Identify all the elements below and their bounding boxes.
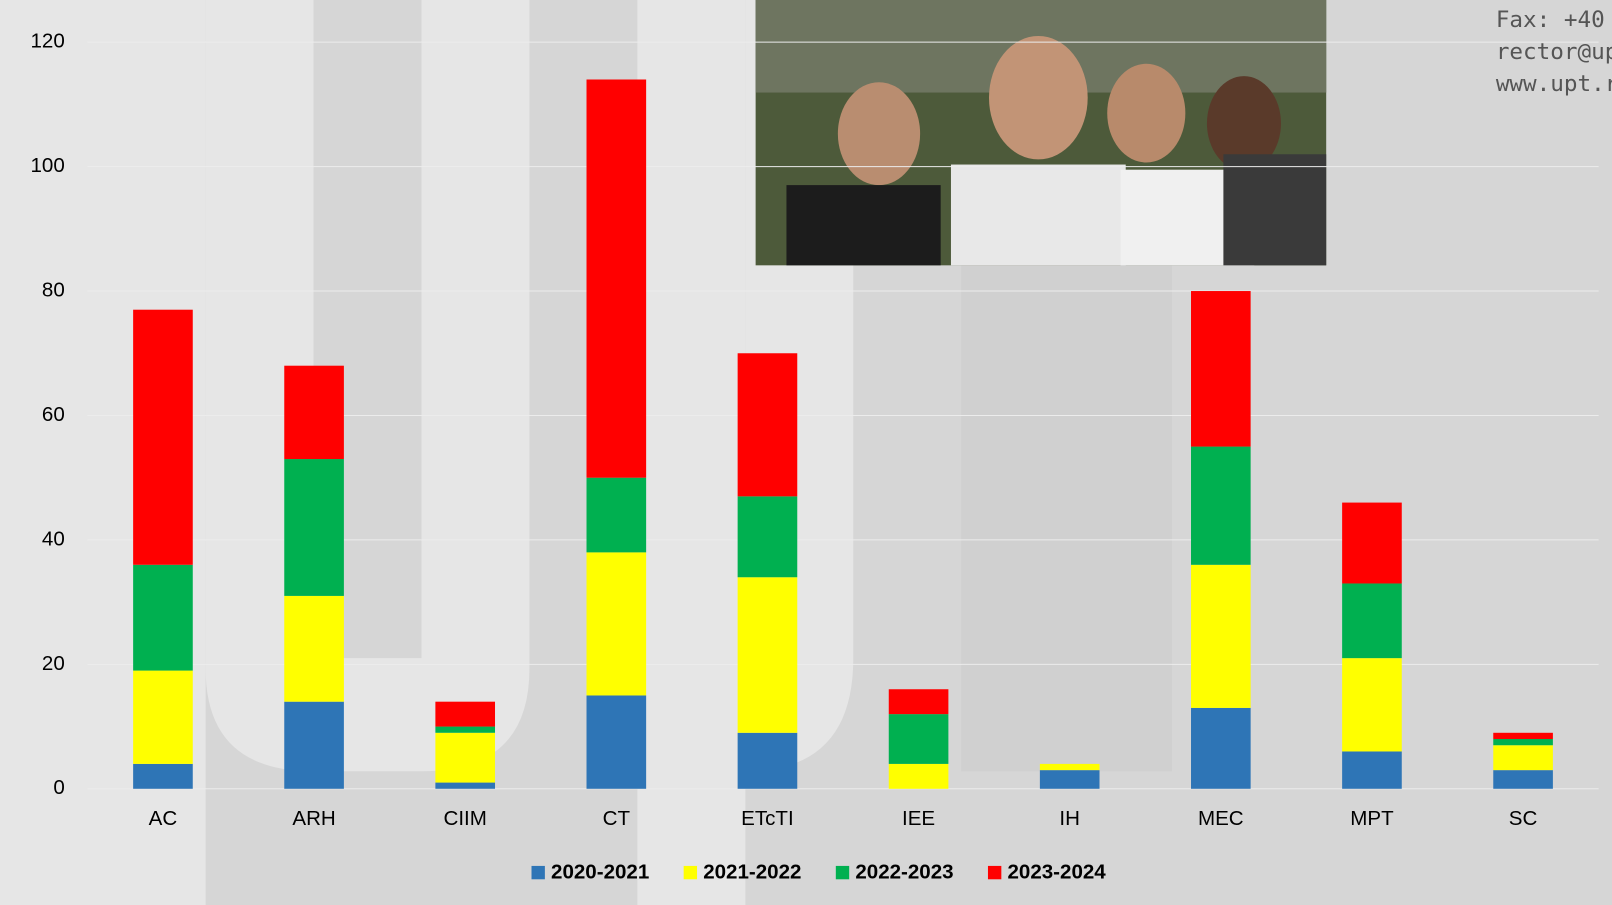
bar-segment: [1493, 739, 1553, 746]
x-tick-label: CT: [603, 807, 631, 830]
bar-segment: [1039, 763, 1100, 771]
bar-segment: [737, 353, 798, 497]
y-tick-label: 0: [53, 776, 64, 799]
x-tick-label: MPT: [1350, 807, 1394, 830]
bar-segment: [737, 496, 798, 578]
y-tick-label: 80: [42, 278, 65, 301]
legend-label: 2022-2023: [855, 861, 953, 884]
y-tick-label: 60: [42, 403, 65, 426]
y-tick-label: 20: [42, 652, 65, 675]
x-tick-label: SC: [1509, 807, 1538, 830]
bar-segment: [586, 79, 647, 478]
bar-segment: [435, 726, 496, 733]
bar-segment: [133, 564, 193, 671]
bar-segment: [1191, 291, 1251, 447]
bar-segment: [1342, 658, 1402, 752]
bar-segment: [284, 365, 344, 460]
bar-segment: [1493, 732, 1553, 740]
x-tick-label: ETcTI: [741, 807, 794, 830]
x-tick-label: CIIM: [444, 807, 487, 830]
x-tick-label: IH: [1059, 807, 1080, 830]
bar-segment: [586, 552, 647, 696]
bar-segment: [888, 689, 949, 715]
bar-segment: [737, 732, 798, 789]
bar-segment: [586, 477, 647, 553]
bar-segment: [586, 695, 647, 789]
x-tick-label: AC: [149, 807, 178, 830]
bar-segment: [133, 309, 193, 565]
x-tick-label: IEE: [902, 807, 935, 830]
y-tick-label: 120: [30, 30, 64, 53]
legend-swatch: [987, 865, 1002, 880]
bar-segment: [1191, 446, 1251, 565]
bar-segment: [1342, 751, 1402, 789]
bar-segment: [284, 595, 344, 702]
bar-segment: [1342, 583, 1402, 659]
bar-segment: [1493, 770, 1553, 789]
x-tick-label: MEC: [1198, 807, 1244, 830]
bar-segment: [1342, 502, 1402, 584]
x-tick-label: ARH: [292, 807, 335, 830]
legend-label: 2021-2022: [703, 861, 801, 884]
bar-segment: [133, 763, 193, 789]
bar-segment: [435, 732, 496, 783]
bar-segment: [435, 782, 496, 789]
bar-segment: [133, 670, 193, 764]
side-text: Fax: +40 256 rector@upt.ro www.upt.ro: [1496, 7, 1612, 97]
bar-segment: [1493, 745, 1553, 771]
bar-segment: [1039, 770, 1100, 789]
y-tick-label: 100: [30, 154, 64, 177]
legend-label: 2020-2021: [551, 861, 649, 884]
photo: [755, 0, 1327, 266]
legend-swatch: [683, 865, 698, 880]
y-tick-label: 40: [42, 527, 65, 550]
plot: [87, 41, 1599, 790]
bar-segment: [737, 577, 798, 733]
legend-label: 2023-2024: [1008, 861, 1107, 884]
legend-swatch: [531, 865, 545, 880]
bar-segment: [888, 714, 949, 764]
bar-segment: [1191, 564, 1251, 708]
bar-segment: [284, 701, 344, 789]
bar-segment: [435, 701, 496, 727]
side-text-line: Fax: +40 256: [1496, 7, 1612, 33]
side-text-line: rector@upt.ro: [1496, 39, 1612, 65]
legend-swatch: [835, 865, 850, 880]
bar-segment: [888, 763, 949, 789]
side-text-line: www.upt.ro: [1496, 71, 1612, 97]
bar-segment: [1191, 707, 1251, 789]
bar-segment: [284, 459, 344, 596]
